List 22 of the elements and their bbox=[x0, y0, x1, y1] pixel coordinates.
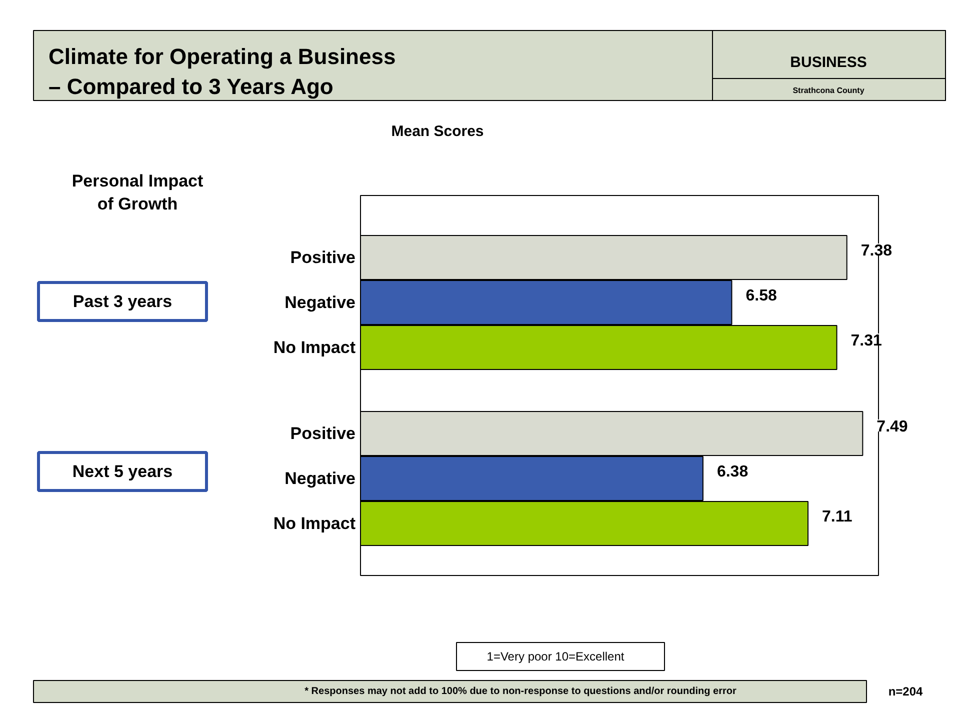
data-label: 6.58 bbox=[746, 288, 777, 304]
data-label: 7.38 bbox=[860, 242, 892, 260]
y-tick-label: Positive bbox=[290, 424, 356, 443]
text: Past 3 years bbox=[72, 292, 172, 311]
text: BUSINESS bbox=[790, 54, 867, 71]
y-axis-title: Personal Impact of Growth bbox=[72, 172, 204, 214]
y-tick-label: No Impact bbox=[273, 338, 356, 357]
text: 1=Very poor 10=Excellent bbox=[486, 650, 625, 664]
text: * Responses may not add to 100% due to non-response to questions and/or rounding error bbox=[304, 686, 736, 697]
data-label: 7.49 bbox=[876, 418, 908, 436]
data-label: 6.38 bbox=[716, 464, 748, 480]
data-label: 7.31 bbox=[850, 332, 882, 350]
text: Next 5 years bbox=[72, 462, 173, 481]
y-tick-label: No Impact bbox=[273, 514, 356, 533]
data-label: 7.11 bbox=[822, 508, 852, 526]
text: Strathcona County bbox=[792, 86, 865, 95]
chart-subtitle: Mean Scores bbox=[391, 123, 484, 140]
y-tick-label: Negative bbox=[284, 293, 356, 312]
y-tick-label: Positive bbox=[290, 248, 356, 267]
y-tick-label: Negative bbox=[284, 469, 356, 488]
text: n=204 bbox=[888, 684, 924, 698]
chart-title: Climate for Operating a Business – Compared to 3 Years Ago bbox=[48, 44, 396, 99]
